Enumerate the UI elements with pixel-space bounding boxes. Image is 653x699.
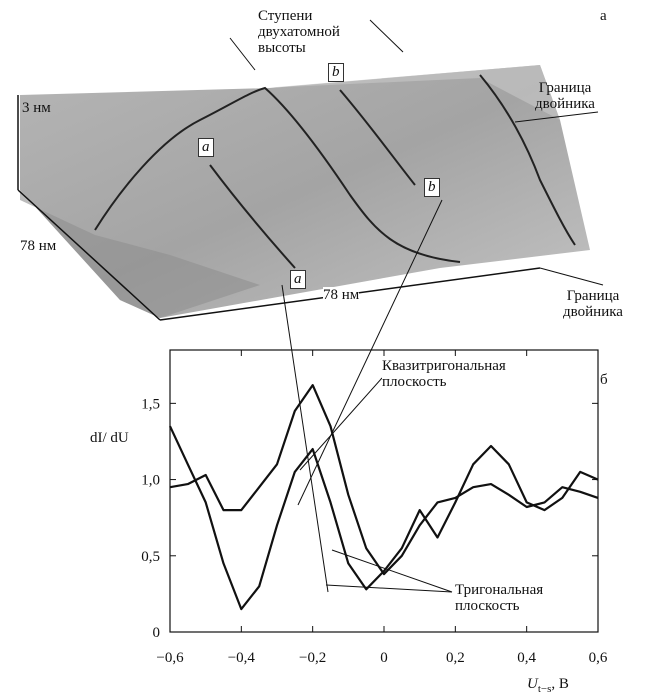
pointer <box>540 268 603 285</box>
panel-label: б <box>600 372 608 388</box>
boundary-label: Граница двойника <box>548 288 638 320</box>
x-tick-label: 0,2 <box>446 650 465 666</box>
annotation: Квазитригональная плоскость <box>382 358 532 390</box>
marker: b <box>424 178 440 197</box>
pointer <box>326 585 452 592</box>
x-axis-symbol: U <box>527 676 538 692</box>
depth-label: 78 нм <box>20 238 56 254</box>
marker: a <box>290 270 306 289</box>
y-tick-label: 0 <box>153 625 161 641</box>
marker: a <box>198 138 214 157</box>
width-label: 78 нм <box>323 287 359 303</box>
pointer <box>282 285 328 592</box>
x-tick-label: −0,2 <box>299 650 326 666</box>
x-axis-unit: , В <box>551 676 569 692</box>
height-label: 3 нм <box>22 100 51 116</box>
figure: −0,6 −0,4 −0,2 0 0,2 0,4 0,6 0 0,5 1,0 1,5 Ступени… <box>0 0 653 699</box>
x-axis-subscript: t−s <box>538 683 552 695</box>
pointer <box>230 38 255 70</box>
y-tick-label: 0,5 <box>141 549 160 565</box>
x-tick-label: 0,6 <box>589 650 608 666</box>
y-axis-label: dI/ dU <box>90 430 129 446</box>
pointer <box>332 550 452 592</box>
boundary-label: Граница двойника <box>520 80 610 112</box>
x-tick-label: −0,6 <box>156 650 184 666</box>
y-tick-label: 1,0 <box>141 473 160 489</box>
chart: −0,6 −0,4 −0,2 0 0,2 0,4 0,6 0 0,5 1,0 1,5 <box>141 350 608 666</box>
pointer <box>370 20 403 52</box>
y-tick-label: 1,5 <box>141 396 160 412</box>
annotation: Тригональная плоскость <box>455 582 565 614</box>
x-tick-label: 0,4 <box>517 650 536 666</box>
steps-label: Ступени двухатомной высоты <box>258 8 358 56</box>
x-tick-label: −0,4 <box>228 650 256 666</box>
panel-label: а <box>600 8 607 24</box>
stm-image <box>18 20 603 592</box>
pointer <box>300 378 382 470</box>
data-line <box>170 385 598 574</box>
x-tick-label: 0 <box>380 650 388 666</box>
x-axis-label: Ut−s, В <box>527 676 569 697</box>
marker: b <box>328 63 344 82</box>
